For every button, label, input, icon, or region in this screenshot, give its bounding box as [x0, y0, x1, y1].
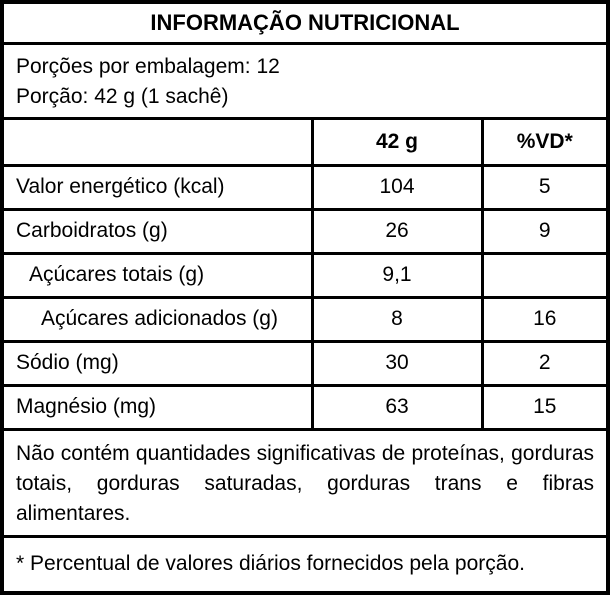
- row-daily-value: 9: [480, 207, 606, 255]
- row-amount: 63: [310, 383, 484, 431]
- table-row-energy: Valor energético (kcal) 104 5: [4, 163, 606, 211]
- row-label: Carboidratos (g): [4, 207, 314, 255]
- table-row-added-sugars: Açúcares adicionados (g) 8 16: [4, 295, 606, 343]
- row-amount: 104: [310, 163, 484, 211]
- table-header-row: 42 g %VD*: [4, 120, 606, 167]
- row-amount: 9,1: [310, 251, 484, 299]
- header-nutrient-column: [4, 120, 314, 167]
- header-amount-column: 42 g: [310, 120, 484, 167]
- table-row-total-sugars: Açúcares totais (g) 9,1: [4, 251, 606, 299]
- daily-value-footnote-text: * Percentual de valores diários fornecid…: [16, 552, 525, 576]
- row-label: Açúcares totais (g): [4, 251, 314, 299]
- row-label: Sódio (mg): [4, 339, 314, 387]
- row-daily-value: 5: [480, 163, 606, 211]
- table-row-carbohydrates: Carboidratos (g) 26 9: [4, 207, 606, 255]
- serving-size: Porção: 42 g (1 sachê): [16, 85, 229, 108]
- daily-value-footnote: * Percentual de valores diários fornecid…: [4, 538, 606, 592]
- serving-info: Porções por embalagem: 12 Porção: 42 g (…: [4, 45, 606, 120]
- row-daily-value: 16: [480, 295, 606, 343]
- row-daily-value: 2: [480, 339, 606, 387]
- header-daily-value-column: %VD*: [480, 120, 606, 167]
- row-amount: 30: [310, 339, 484, 387]
- row-label: Magnésio (mg): [4, 383, 314, 431]
- row-daily-value: 15: [480, 383, 606, 431]
- servings-per-package: Porções por embalagem: 12: [16, 55, 280, 78]
- row-label: Valor energético (kcal): [4, 163, 314, 211]
- table-row-magnesium: Magnésio (mg) 63 15: [4, 383, 606, 431]
- row-amount: 26: [310, 207, 484, 255]
- table-row-sodium: Sódio (mg) 30 2: [4, 339, 606, 387]
- row-label: Açúcares adicionados (g): [4, 295, 314, 343]
- row-daily-value: [480, 251, 606, 299]
- panel-title: INFORMAÇÃO NUTRICIONAL: [4, 4, 606, 45]
- insignificant-amounts-note: Não contém quantidades significativas de…: [4, 431, 606, 538]
- nutrient-table: 42 g %VD* Valor energético (kcal) 104 5 …: [4, 120, 606, 431]
- row-amount: 8: [310, 295, 484, 343]
